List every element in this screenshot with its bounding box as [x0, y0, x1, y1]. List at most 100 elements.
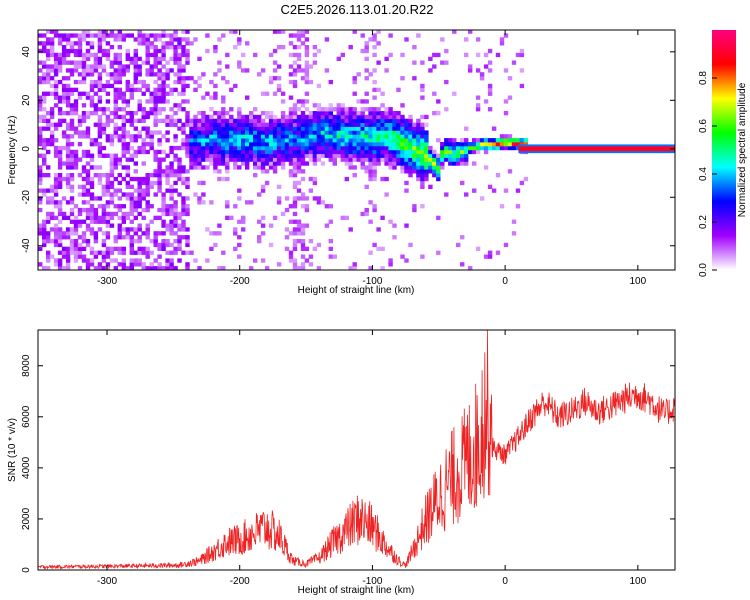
- spectrogram-cell: [205, 149, 210, 155]
- spectrogram-cell: [495, 142, 501, 147]
- spectrogram-cell: [133, 60, 138, 65]
- spectrogram-cell: [404, 161, 409, 166]
- spectrogram-cell: [388, 145, 393, 151]
- spectrogram-cell: [280, 99, 286, 104]
- spectrogram-cell: [276, 130, 282, 135]
- spectrogram-cell: [125, 130, 130, 135]
- spectrogram-cell: [308, 126, 314, 131]
- spectrogram-cell: [97, 215, 103, 220]
- spectrogram-cell: [400, 118, 405, 123]
- spectrogram-cell: [101, 64, 107, 69]
- spectrogram-cell: [440, 165, 445, 170]
- spectrogram-cell: [225, 161, 230, 166]
- spectrogram-cell: [304, 37, 310, 42]
- spectrogram-cell: [57, 204, 63, 209]
- spectrogram-cell: [169, 87, 174, 92]
- spectrogram-cell: [169, 107, 174, 112]
- spectrogram-cell: [89, 103, 95, 108]
- spectrogram-cell: [117, 196, 122, 201]
- spectrogram-cell: [440, 157, 445, 162]
- spectrogram-cell: [157, 161, 162, 166]
- spectrogram-cell: [368, 169, 373, 174]
- spectrogram-cell: [440, 142, 445, 147]
- spectrogram-cell: [185, 134, 190, 139]
- spectrogram-cell: [304, 246, 310, 251]
- spectrogram-cell: [336, 103, 341, 108]
- spectrogram-cell: [217, 37, 222, 42]
- spectrogram-cell: [372, 134, 377, 139]
- spectrogram-cell: [161, 76, 166, 81]
- spectrogram-cell: [348, 114, 353, 120]
- spectrogram-cell: [65, 231, 71, 236]
- spectrogram-cell: [280, 165, 286, 170]
- spectrogram-cell: [109, 215, 115, 220]
- spectrogram-cell: [81, 239, 87, 244]
- spectrogram-cell: [352, 118, 357, 123]
- spectrogram-cell: [77, 207, 83, 213]
- spectrogram-cell: [121, 68, 126, 73]
- spectrogram-cell: [408, 122, 413, 127]
- spectrogram-cell: [420, 95, 425, 100]
- spectrogram-cell: [81, 169, 87, 174]
- spectrogram-cell: [169, 242, 174, 248]
- spectrogram-cell: [85, 239, 91, 244]
- spectrogram-cell: [69, 231, 75, 236]
- spectrogram-cell: [133, 111, 138, 116]
- spectrogram-cell: [392, 235, 397, 240]
- spectrogram-cell: [460, 145, 465, 151]
- spectrogram-cell: [300, 223, 306, 228]
- spectrogram-cell: [145, 200, 150, 205]
- spectrogram-cell: [125, 180, 130, 186]
- spectrogram-cell: [264, 153, 270, 158]
- spectrogram-cell: [304, 60, 310, 65]
- spectrogram-cell: [456, 142, 461, 147]
- spectrogram-cell: [372, 107, 377, 112]
- spectrogram-cell: [121, 165, 126, 170]
- spectrogram-cell: [308, 138, 314, 143]
- spectrogram-cell: [360, 145, 365, 151]
- spectrogram-cell: [360, 114, 365, 120]
- spectrogram-cell: [233, 45, 238, 50]
- spectrogram-cell: [185, 111, 190, 116]
- spectrogram-cell: [177, 215, 182, 220]
- spectrogram-cell: [483, 52, 489, 58]
- spectrogram-cell: [81, 114, 87, 120]
- spectrogram-cell: [416, 149, 421, 155]
- spectrogram-cell: [97, 45, 103, 50]
- spectrogram-cell: [296, 33, 302, 38]
- spectrogram-cell: [368, 134, 373, 139]
- spectrogram-cell: [296, 149, 302, 155]
- spectrogram-cell: [157, 107, 162, 112]
- spectrogram-cell: [408, 149, 413, 155]
- spectrogram-cell: [348, 126, 353, 131]
- spectrogram-cell: [392, 138, 397, 143]
- spectrogram-cell: [296, 219, 302, 224]
- spectrogram-cell: [181, 207, 186, 213]
- spectrogram-cell: [173, 111, 178, 116]
- spectrogram-cell: [65, 41, 71, 46]
- spectrogram-cell: [233, 161, 238, 166]
- spectrogram-cell: [93, 111, 99, 116]
- spectrogram-cell: [165, 258, 170, 263]
- spectrogram-cell: [145, 173, 150, 178]
- spectrogram-cell: [420, 149, 425, 155]
- spectrogram-cell: [89, 192, 95, 197]
- spectrogram-cell: [312, 52, 318, 58]
- spectrogram-cell: [300, 114, 306, 120]
- spectrogram-cell: [145, 126, 150, 131]
- spectrogram-cell: [77, 37, 83, 42]
- spectrogram-cell: [46, 126, 51, 131]
- spectrogram-cell: [268, 52, 274, 58]
- spectrogram-cell: [49, 48, 55, 54]
- spectrogram-cell: [213, 242, 218, 248]
- spectrogram-cell: [141, 266, 146, 271]
- spectrogram-cell: [141, 262, 146, 267]
- spectrogram-cell: [372, 161, 377, 166]
- spectrogram-cell: [61, 37, 67, 42]
- spectrogram-cell: [448, 161, 453, 166]
- spectrogram-cell: [101, 254, 107, 259]
- spectrogram-cell: [213, 231, 218, 236]
- spectrogram-cell: [181, 223, 186, 228]
- spectrogram-cell: [511, 231, 517, 236]
- spectrogram-cell: [380, 118, 385, 123]
